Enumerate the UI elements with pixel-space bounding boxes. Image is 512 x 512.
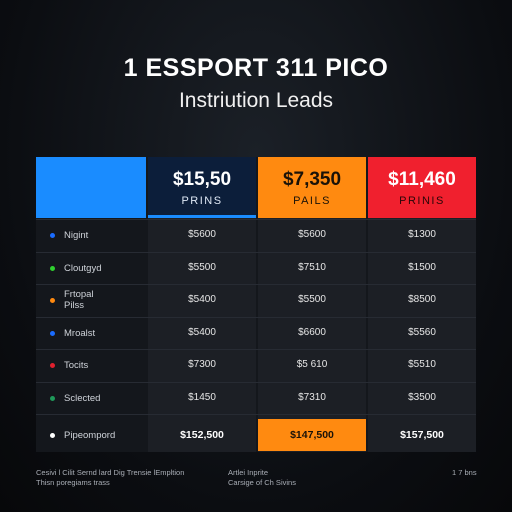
plan-3-header[interactable]: $11,460 PRINIS bbox=[368, 157, 476, 218]
plan-1-price: $15,50 bbox=[172, 169, 232, 190]
total-value-3: $157,500 bbox=[400, 429, 444, 441]
row-value-1: $5400 bbox=[188, 326, 216, 338]
footer-middle: Artlei Inprite Carsige of Ch Sivins bbox=[228, 468, 296, 488]
row-value-3: $8500 bbox=[408, 294, 436, 305]
row-bullet-icon bbox=[50, 363, 55, 368]
plan-3-unit: PRINIS bbox=[399, 195, 445, 207]
row-value-1: $5600 bbox=[188, 229, 216, 240]
pricing-table: $15,50 PRINS $7,350 PAILS $11,460 PRINIS… bbox=[36, 157, 476, 452]
plan-1-unit: PRINS bbox=[181, 195, 223, 207]
row-divider bbox=[36, 349, 476, 350]
row-bullet-icon bbox=[50, 395, 55, 401]
row-label: Nigint bbox=[64, 230, 89, 241]
table-row: Mroalst $5400 $6600 $5560 bbox=[36, 317, 476, 349]
table-row: Tocits $7300 $5 610 $5510 bbox=[36, 349, 476, 381]
label-column bbox=[36, 157, 146, 452]
footer-mid-line-1: Artlei Inprite bbox=[228, 468, 269, 477]
row-value-2: $5500 bbox=[298, 294, 326, 305]
row-value-3: $1300 bbox=[408, 229, 436, 240]
total-value-1: $152,500 bbox=[180, 429, 224, 441]
row-label: Sclected bbox=[64, 392, 101, 404]
total-row-bullet-icon bbox=[50, 433, 55, 438]
total-row-label: Pipeompord bbox=[64, 430, 116, 441]
row-bullet-icon bbox=[50, 298, 55, 303]
row-divider bbox=[36, 219, 476, 220]
plan-2-unit: PAILS bbox=[293, 195, 331, 207]
footer-left-line-1: Cesivi l Cilit Sernd lard Dig Trensie lE… bbox=[36, 468, 185, 477]
plan-3-price: $11,460 bbox=[388, 169, 456, 190]
row-divider bbox=[36, 251, 476, 253]
total-value-2[interactable]: $147,500 bbox=[258, 419, 366, 451]
footer-left: Cesivi l Cilit Sernd lard Dig Trensie lE… bbox=[36, 468, 184, 488]
row-value-3: $1500 bbox=[408, 261, 436, 273]
row-label: Frtopal Pilss bbox=[64, 289, 94, 311]
row-value-2: $6600 bbox=[298, 326, 326, 338]
row-value-2: $5 610 bbox=[296, 359, 328, 370]
plan-column-3[interactable]: $11,460 PRINIS bbox=[368, 157, 476, 452]
footer-mid-line-2: Carsige of Ch Sivins bbox=[228, 478, 296, 487]
plan-column-1[interactable]: $15,50 PRINS bbox=[148, 157, 256, 452]
row-bullet-icon bbox=[50, 330, 55, 336]
plan-1-header[interactable]: $15,50 PRINS bbox=[148, 157, 256, 218]
row-divider bbox=[36, 316, 476, 318]
table-row: Cloutgyd $5500 $7510 $1500 bbox=[36, 252, 476, 284]
row-bullet-icon bbox=[50, 233, 55, 238]
plan-2-header[interactable]: $7,350 PAILS bbox=[258, 157, 366, 218]
plan-column-2[interactable]: $7,350 PAILS bbox=[258, 157, 366, 452]
row-label: Tocits bbox=[64, 360, 89, 371]
row-value-3: $5560 bbox=[408, 326, 436, 338]
table-row: Nigint $5600 $5600 $1300 bbox=[36, 219, 476, 251]
row-value-1: $5500 bbox=[188, 261, 216, 273]
row-value-1: $1450 bbox=[188, 391, 216, 403]
row-value-1: $5400 bbox=[188, 294, 216, 305]
row-value-2: $7510 bbox=[298, 261, 326, 273]
row-divider bbox=[36, 284, 476, 285]
label-column-header bbox=[36, 157, 146, 218]
row-value-2: $7310 bbox=[298, 391, 326, 403]
row-label: Cloutgyd bbox=[64, 262, 102, 274]
row-divider bbox=[36, 381, 476, 383]
footer-left-line-2: Thisn poregiams trass bbox=[36, 478, 110, 487]
row-bullet-icon bbox=[50, 265, 55, 271]
row-divider bbox=[36, 414, 476, 415]
page-subtitle: Instriution Leads bbox=[178, 89, 334, 112]
row-value-3: $5510 bbox=[408, 359, 436, 370]
row-label: Mroalst bbox=[64, 327, 96, 339]
plan-2-price: $7,350 bbox=[282, 169, 342, 190]
footer-right: 1 7 bns bbox=[452, 468, 477, 477]
page-title: 1 ESSPORT 311 PICO bbox=[123, 54, 389, 82]
row-value-1: $7300 bbox=[188, 359, 216, 370]
table-row: Frtopal Pilss $5400 $5500 $8500 bbox=[36, 284, 476, 316]
total-row: Pipeompord $152,500 $147,500 $157,500 bbox=[36, 419, 476, 451]
row-value-2: $5600 bbox=[298, 229, 326, 240]
table-row: Sclected $1450 $7310 $3500 bbox=[36, 382, 476, 414]
row-value-3: $3500 bbox=[408, 391, 436, 403]
